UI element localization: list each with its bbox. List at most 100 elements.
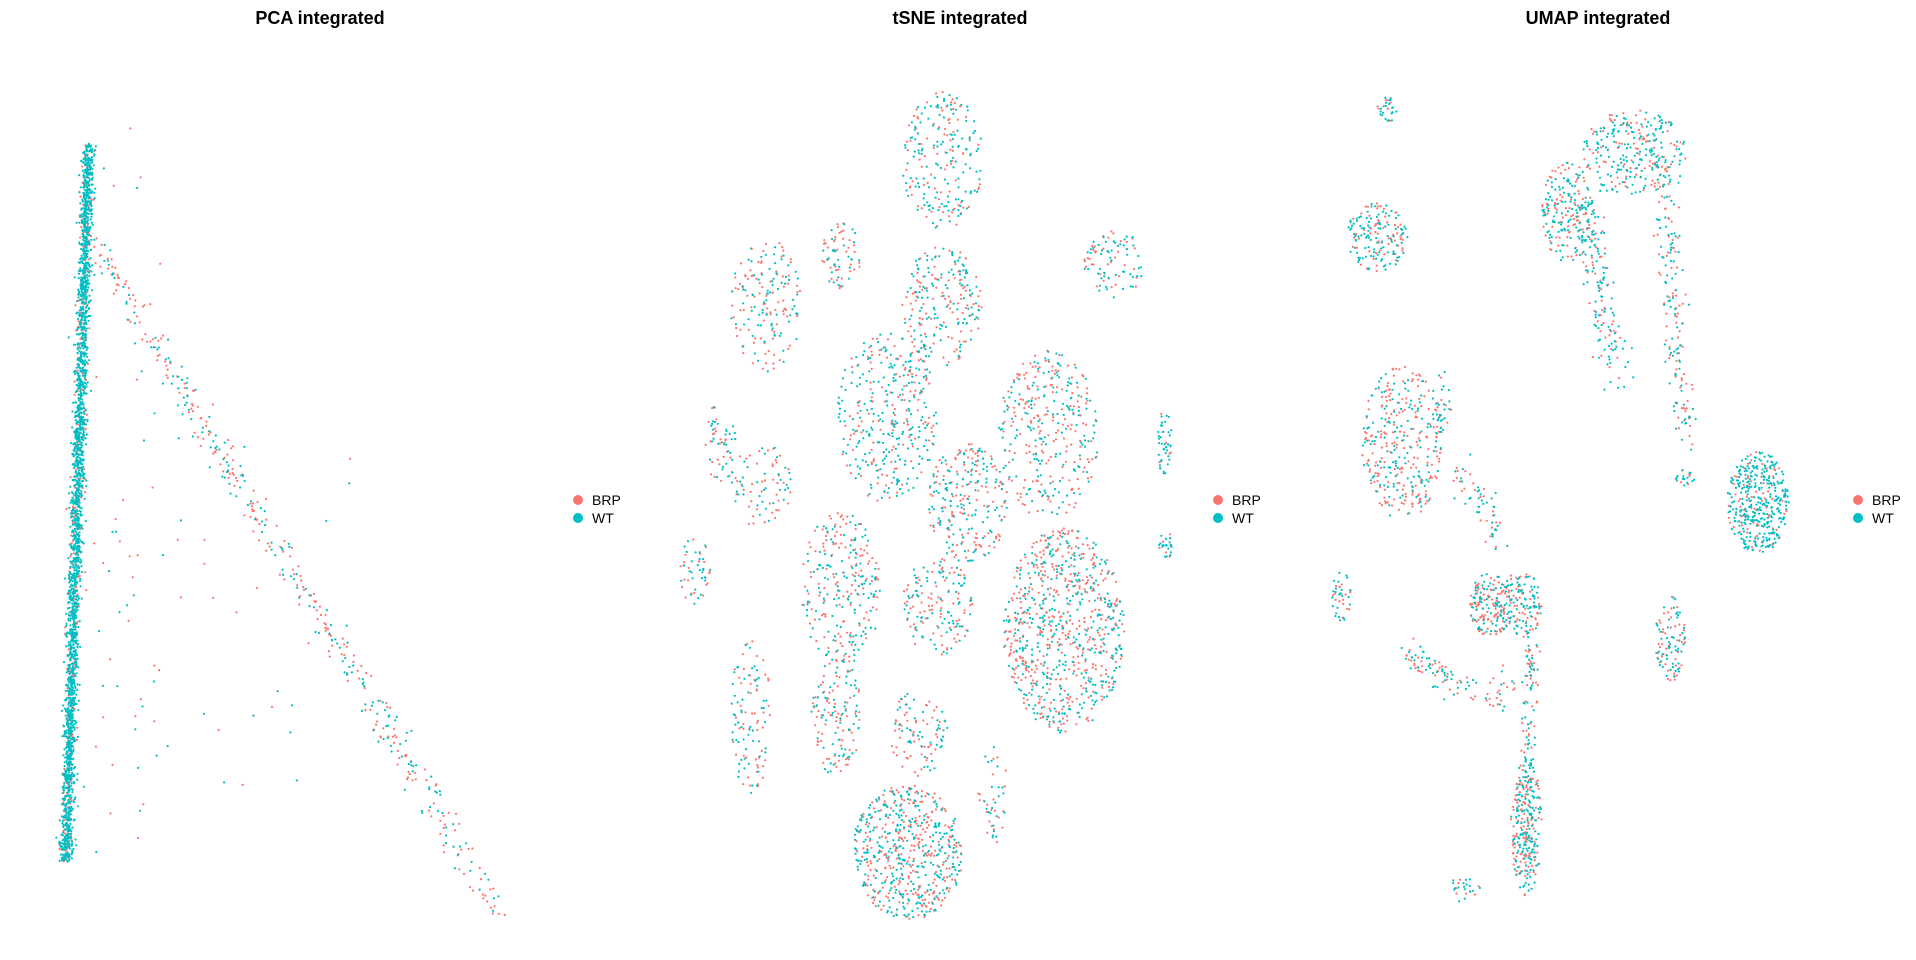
- brp-point: [1083, 466, 1086, 469]
- brp-point: [836, 223, 839, 226]
- wt-point: [78, 501, 81, 504]
- brp-point: [959, 330, 962, 333]
- brp-point: [937, 596, 940, 599]
- wt-point: [82, 370, 85, 373]
- brp-point: [1029, 674, 1032, 678]
- wt-point: [67, 789, 70, 792]
- brp-point: [944, 506, 947, 509]
- brp-point: [905, 168, 908, 171]
- brp-point: [683, 578, 686, 581]
- brp-point: [716, 458, 719, 461]
- brp-point: [352, 654, 355, 657]
- brp-point: [834, 542, 837, 545]
- brp-point: [944, 297, 947, 300]
- wt-point: [70, 711, 73, 714]
- brp-point: [823, 260, 826, 263]
- wt-point: [65, 745, 69, 748]
- brp-point: [914, 642, 917, 646]
- brp-point: [893, 407, 896, 411]
- wt-point: [74, 442, 77, 446]
- brp-point: [99, 265, 102, 268]
- brp-point: [1044, 570, 1047, 573]
- brp-point: [925, 377, 928, 380]
- brp-point: [307, 642, 310, 645]
- brp-point: [1056, 641, 1059, 644]
- brp-point: [990, 455, 993, 458]
- brp-point: [1088, 638, 1091, 641]
- brp-point: [976, 451, 979, 454]
- brp-point: [162, 334, 165, 337]
- brp-point: [715, 418, 718, 421]
- brp-point: [825, 567, 828, 570]
- brp-point: [707, 420, 710, 423]
- brp-point: [713, 432, 716, 435]
- brp-point: [896, 491, 899, 494]
- wt-point: [72, 703, 76, 707]
- brp-point: [837, 268, 840, 271]
- brp-point: [735, 753, 738, 756]
- wt-point: [64, 707, 67, 710]
- wt-point: [75, 581, 79, 584]
- brp-point: [921, 318, 924, 321]
- brp-point: [370, 674, 373, 677]
- brp-point: [895, 373, 898, 376]
- brp-point: [942, 211, 945, 214]
- wt-point: [69, 485, 72, 488]
- brp-point: [835, 279, 838, 282]
- wt-point: [77, 597, 80, 600]
- wt-point: [68, 592, 71, 595]
- brp-point: [927, 596, 930, 599]
- brp-point: [1024, 662, 1027, 665]
- wt-point: [118, 611, 121, 614]
- brp-point: [931, 604, 934, 607]
- brp-point: [903, 368, 906, 371]
- wt-point: [80, 441, 83, 444]
- wt-point: [83, 186, 86, 189]
- brp-point: [877, 419, 880, 422]
- wt-point: [86, 289, 89, 292]
- wt-point: [70, 766, 73, 770]
- brp-point: [842, 229, 845, 232]
- wt-point: [295, 573, 298, 576]
- brp-point: [926, 181, 929, 184]
- brp-point: [1056, 537, 1059, 540]
- wt-point: [445, 826, 448, 829]
- wt-point: [325, 519, 328, 523]
- brp-point: [954, 456, 957, 459]
- wt-point: [69, 501, 72, 504]
- brp-point: [925, 378, 928, 381]
- wt-point: [64, 698, 67, 702]
- wt-point: [73, 528, 77, 531]
- brp-point: [1036, 658, 1039, 662]
- brp-point: [151, 486, 154, 489]
- wt-point: [469, 869, 472, 872]
- brp-point: [809, 575, 812, 579]
- brp-point: [971, 603, 974, 606]
- brp-point: [905, 296, 908, 299]
- wt-point: [75, 661, 78, 664]
- brp-point: [1035, 612, 1038, 616]
- brp-point: [1038, 698, 1041, 701]
- brp-point: [376, 720, 379, 723]
- wt-point: [387, 715, 390, 718]
- wt-point: [72, 767, 75, 770]
- brp-point: [941, 558, 944, 561]
- brp-point: [763, 521, 766, 524]
- brp-point: [1074, 430, 1077, 433]
- wt-point: [72, 454, 75, 457]
- brp-point: [762, 659, 765, 662]
- wt-point: [59, 841, 63, 845]
- pca-scatter-plot: [55, 127, 506, 917]
- brp-point: [1021, 398, 1024, 401]
- brp-point: [1029, 461, 1032, 464]
- wt-point: [86, 381, 89, 384]
- brp-point: [1072, 656, 1075, 659]
- wt-point: [360, 709, 364, 713]
- wt-point: [329, 623, 332, 627]
- brp-point: [916, 279, 919, 282]
- wt-point: [71, 535, 74, 538]
- brp-point: [875, 826, 878, 829]
- brp-point: [998, 535, 1001, 538]
- wt-point: [91, 223, 94, 226]
- brp-point: [1028, 450, 1031, 454]
